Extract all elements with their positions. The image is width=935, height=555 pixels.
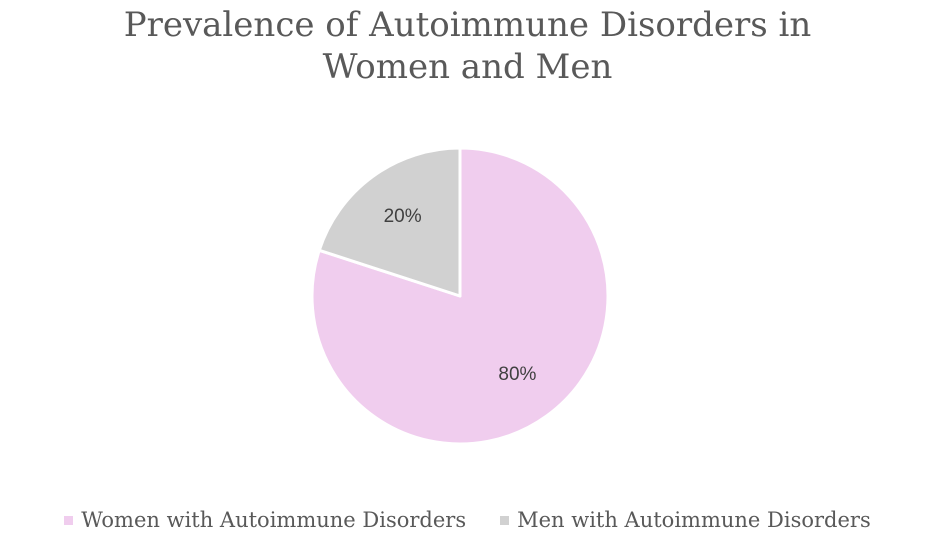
chart-title-line-2: Women and Men	[322, 47, 613, 87]
legend-label-men: Men with Autoimmune Disorders	[517, 508, 871, 532]
data-label-women: 80%	[498, 364, 536, 385]
chart-title: Prevalence of Autoimmune Disorders in Wo…	[0, 4, 935, 88]
legend-label-women: Women with Autoimmune Disorders	[81, 508, 467, 532]
pie-slice-men	[317, 146, 462, 298]
legend-swatch-men	[500, 515, 510, 525]
legend-swatch-women	[64, 515, 74, 525]
legend-item-men: Men with Autoimmune Disorders	[500, 508, 871, 532]
legend-item-women: Women with Autoimmune Disorders	[64, 508, 466, 532]
data-label-men: 20%	[384, 206, 422, 227]
chart-title-line-1: Prevalence of Autoimmune Disorders in	[123, 5, 812, 45]
chart-legend: Women with Autoimmune Disorders Men with…	[0, 508, 935, 532]
